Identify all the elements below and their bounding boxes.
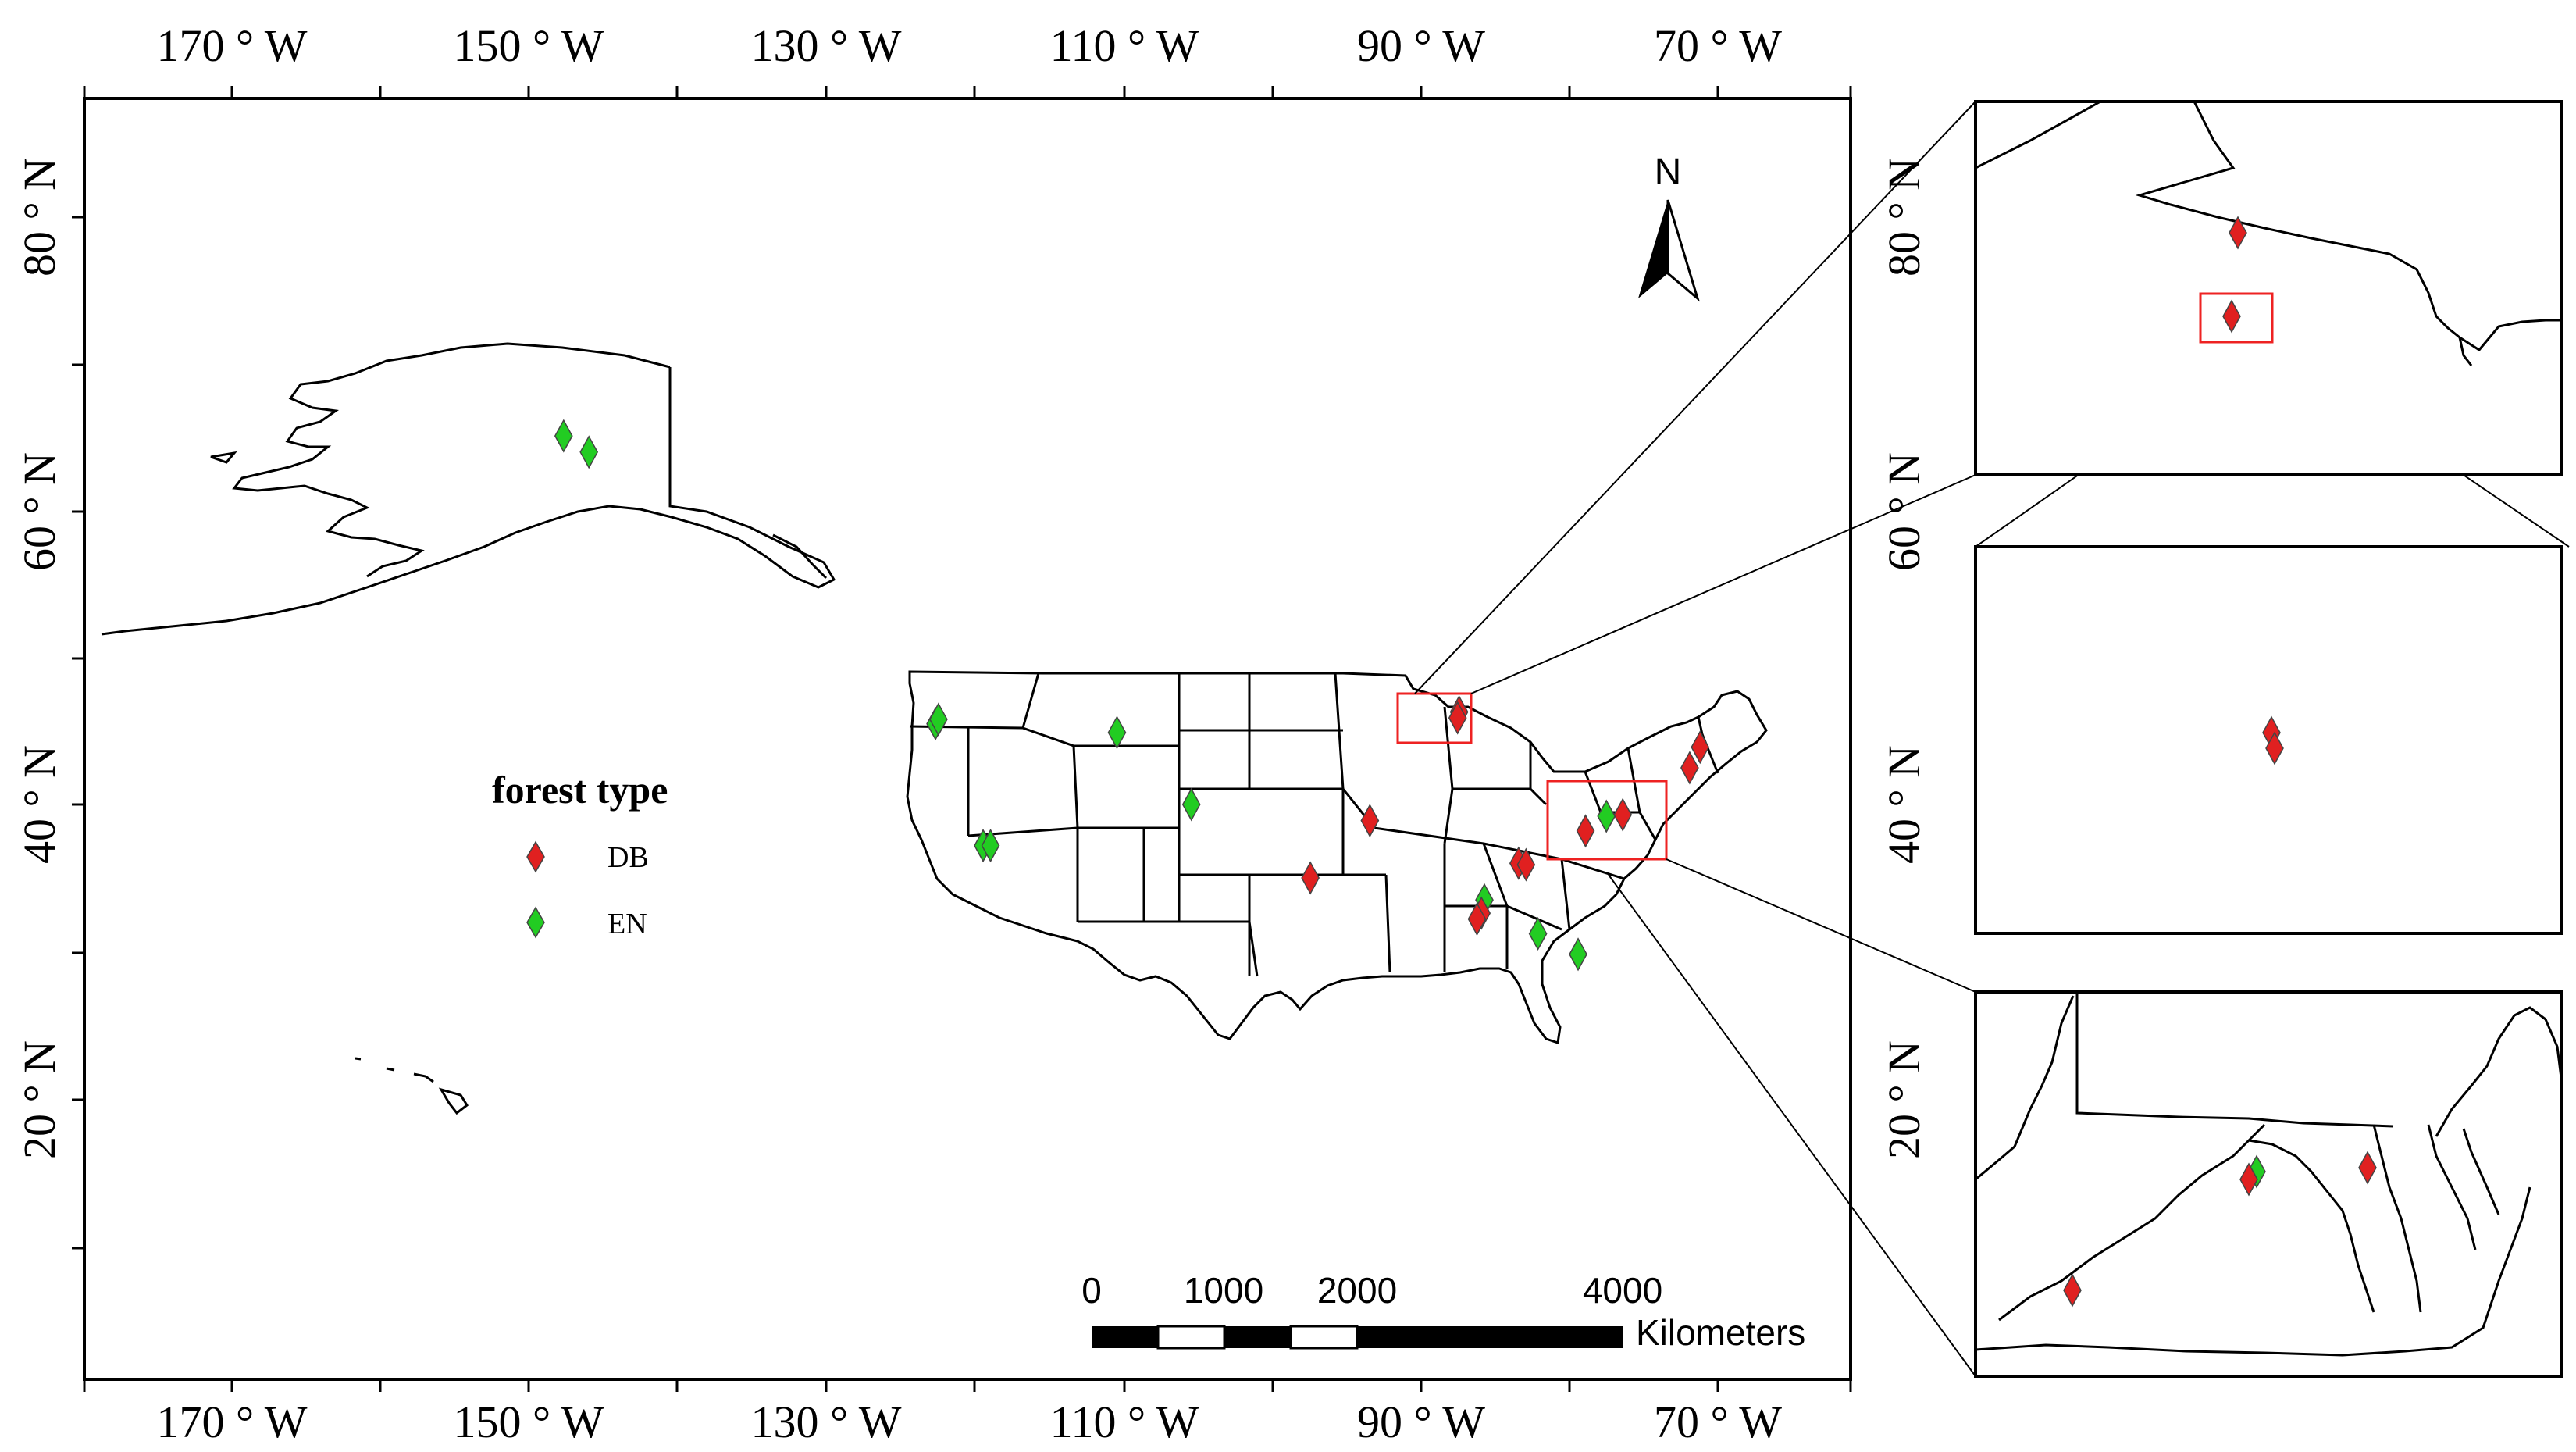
main-map-frame [83,97,1852,1381]
site-marker-db [2358,1151,2377,1185]
scale-tick-label: 4000 [1583,1270,1662,1311]
site-marker-en [929,702,948,737]
inset-upper-michigan [1974,100,2563,476]
inset-connector-lines [1414,101,2570,1377]
site-marker-db [1301,861,1320,895]
lat-label-right: 60 ° N [1879,452,1929,571]
site-marker-db [2239,1162,2258,1197]
scale-tick-label: 1000 [1184,1270,1263,1311]
zoom-box-upper-michigan [1396,692,1473,744]
hawaii-islands [355,1057,469,1115]
scale-tick-label: 0 [1081,1270,1102,1311]
site-marker-db [1691,730,1710,765]
scale-unit-label: Kilometers [1636,1312,1805,1353]
site-marker-db [1680,751,1699,785]
lon-label-bottom: 150 ° W [454,1397,604,1447]
legend-en-marker [526,906,545,939]
site-marker-db [2222,299,2241,334]
lat-label-left: 40 ° N [14,745,65,864]
lat-label-right: 80 ° N [1879,158,1929,276]
site-marker-en [1597,799,1616,833]
lon-label-bottom: 110 ° W [1050,1397,1199,1447]
legend-title: forest type [492,768,668,812]
lon-label-bottom: 170 ° W [157,1397,308,1447]
lon-label-top: 90 ° W [1357,20,1485,71]
site-markers [554,419,1710,972]
lat-label-right: 40 ° N [1879,745,1929,864]
lat-label-left: 60 ° N [14,452,65,571]
lon-label-bottom: 70 ° W [1654,1397,1782,1447]
site-marker-db [1448,701,1467,735]
site-marker-db [2229,216,2247,250]
lat-label-left: 20 ° N [14,1040,65,1159]
site-marker-en [1107,715,1127,750]
lat-label-left: 80 ° N [14,158,65,276]
scale-bar: 0 1000 2000 4000 Kilometers [1081,1270,1805,1353]
alaska-outline [101,342,836,636]
site-marker-db [1516,847,1536,882]
site-marker-db [1613,797,1633,832]
scale-tick-label: 2000 [1317,1270,1397,1311]
zoom-box-mid-atlantic [1546,780,1668,861]
site-marker-db [2063,1273,2082,1308]
site-marker-en [579,435,599,469]
site-marker-en [1181,787,1201,822]
north-arrow-icon: N [1638,152,1700,302]
left-axis-ticks [72,216,84,1250]
lon-label-top: 170 ° W [157,20,308,71]
site-marker-db [1360,804,1380,838]
lon-label-bottom: 130 ° W [751,1397,902,1447]
zoom-box-inset [2199,292,2274,344]
legend-db-label: DB [607,841,649,874]
site-marker-db [1576,814,1595,848]
bottom-axis-ticks [83,1379,1852,1392]
lon-label-bottom: 90 ° W [1357,1397,1485,1447]
legend-en-label: EN [607,908,647,940]
conus-outline [906,670,1768,1044]
legend: forest type DB EN [492,768,668,940]
lon-label-top: 70 ° W [1654,20,1782,71]
inset-mid-atlantic [1974,990,2563,1378]
lon-label-top: 110 ° W [1050,20,1199,71]
site-marker-en [1528,916,1548,951]
site-marker-en [1569,937,1587,972]
site-marker-en [554,419,573,453]
lat-label-right: 20 ° N [1879,1040,1929,1159]
legend-db-marker [526,840,545,873]
north-arrow-label: N [1655,152,1682,193]
site-marker-db [1467,902,1487,936]
lon-label-top: 150 ° W [454,20,604,71]
top-axis-ticks [83,86,1852,98]
site-marker-en [981,829,1000,863]
site-marker-db [2265,731,2284,765]
lon-label-top: 130 ° W [751,20,902,71]
inset-site-markers [2063,216,2377,1308]
